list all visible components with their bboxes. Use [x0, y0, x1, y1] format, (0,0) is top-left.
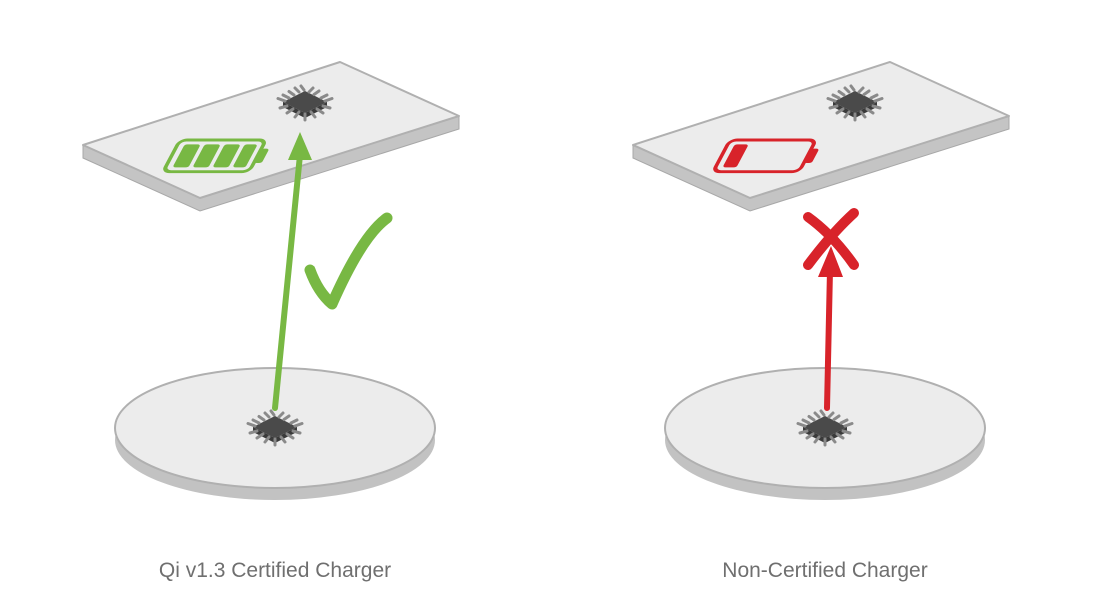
certified-panel: Qi v1.3 Certified Charger — [0, 0, 550, 611]
noncertified-caption: Non-Certified Charger — [550, 559, 1100, 583]
phone-device — [83, 62, 459, 211]
certified-caption: Qi v1.3 Certified Charger — [0, 559, 550, 583]
noncertified-panel: Non-Certified Charger — [550, 0, 1100, 611]
check-mark-icon — [310, 218, 387, 304]
certified-scene — [0, 0, 550, 611]
phone-device — [633, 62, 1009, 211]
noncertified-scene — [550, 0, 1100, 611]
diagram-stage: Qi v1.3 Certified Charger — [0, 0, 1100, 611]
